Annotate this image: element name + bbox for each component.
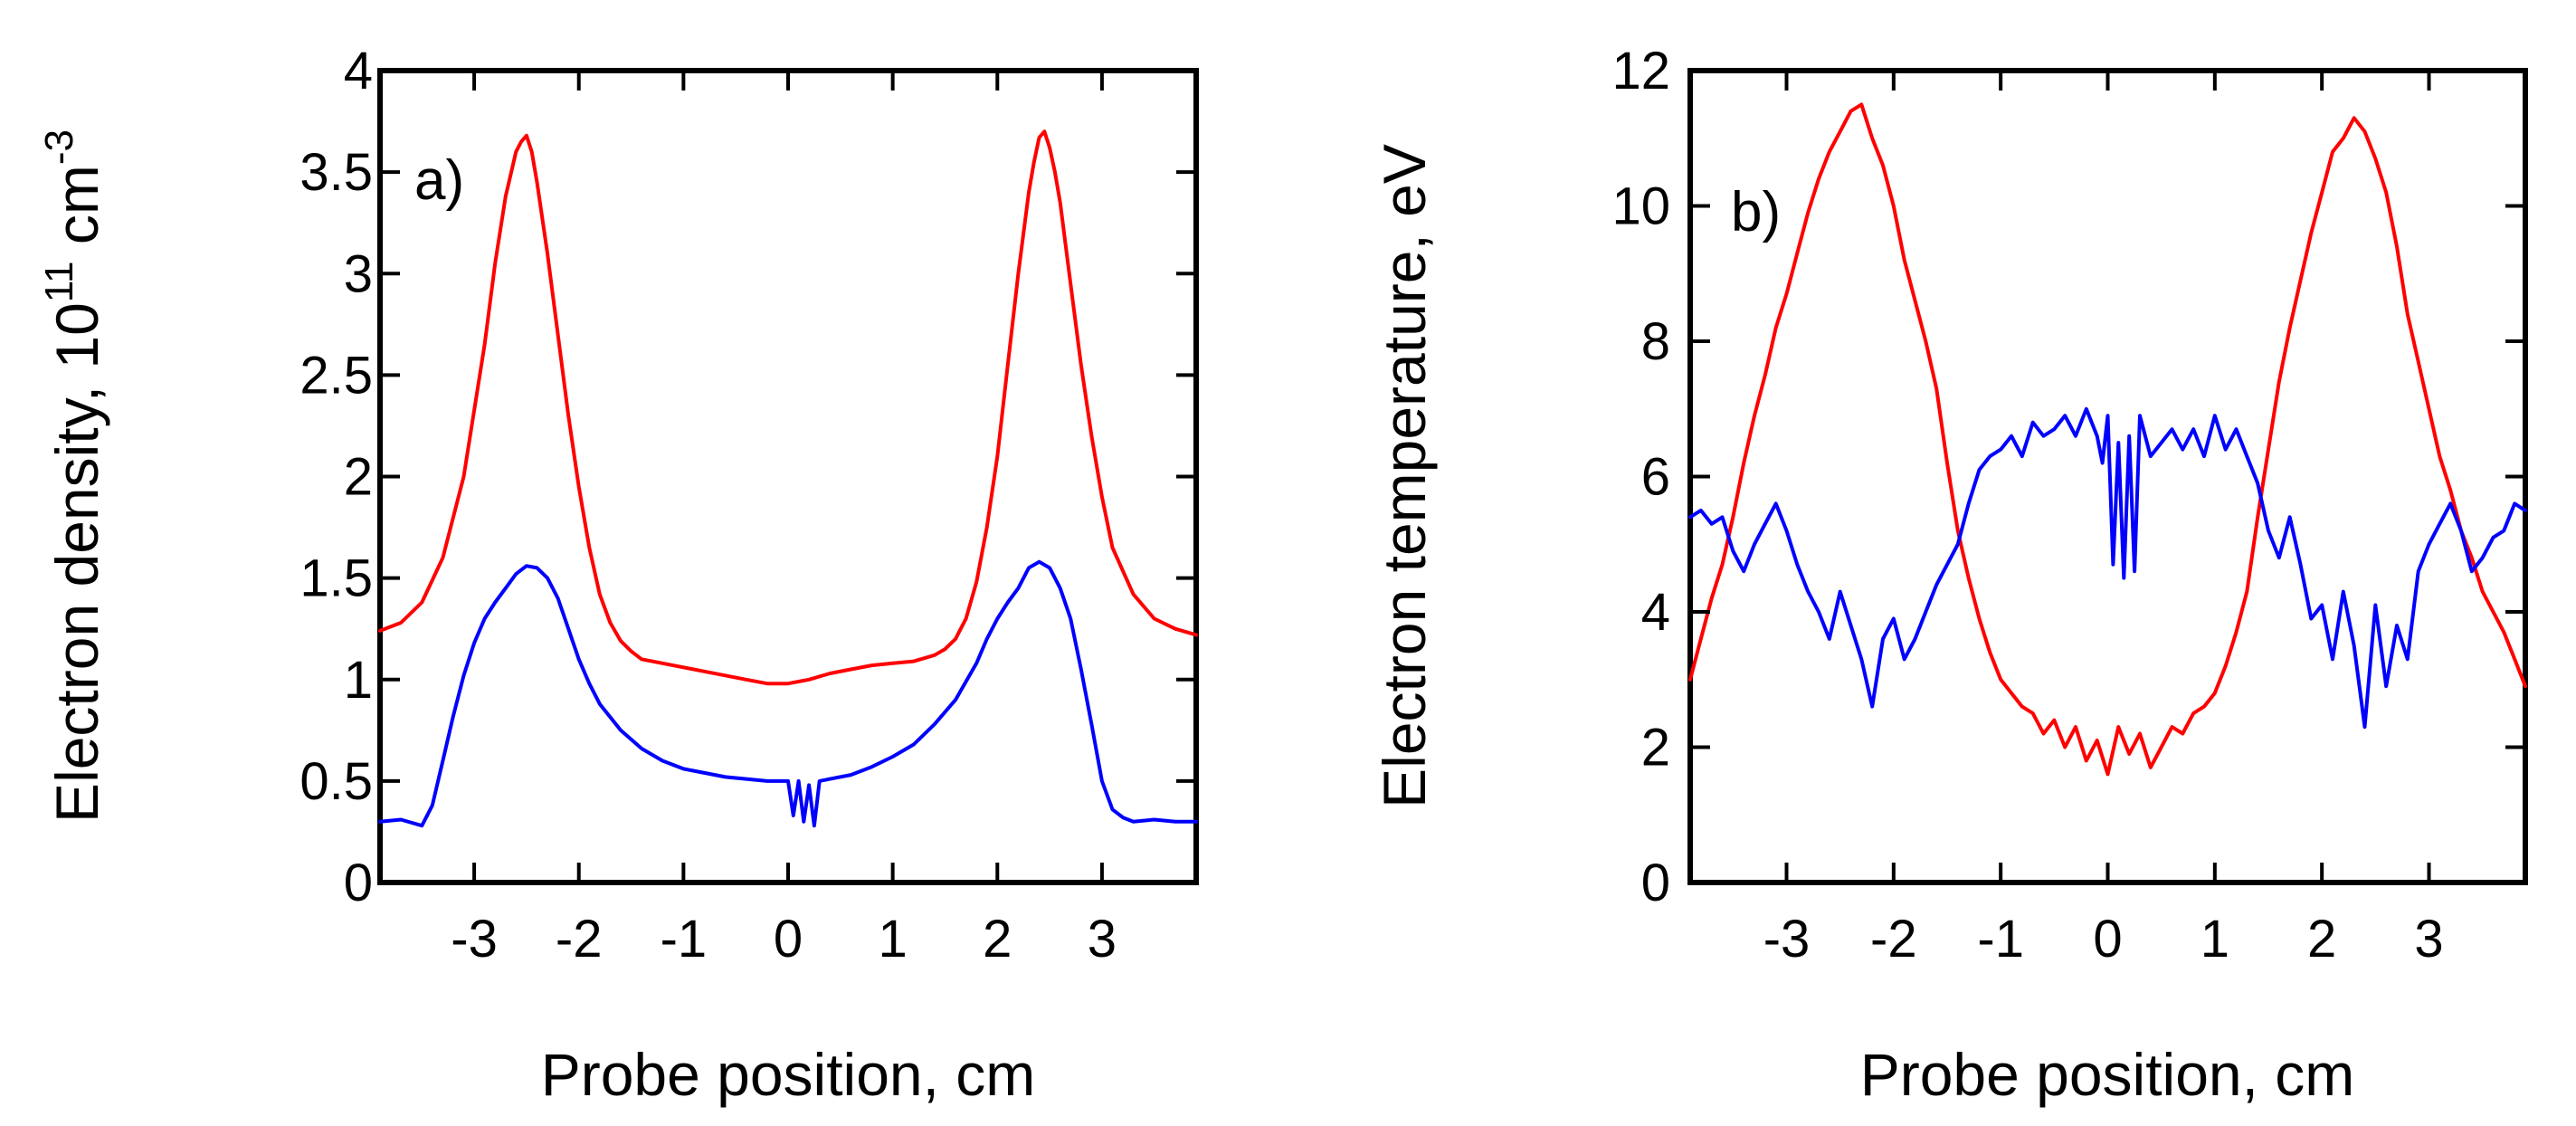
panel-b-y-tick-label: 4 bbox=[1641, 583, 1670, 642]
panel-a-y-tick-label: 0.5 bbox=[299, 752, 373, 811]
panel-b-x-tick-label: 2 bbox=[2307, 910, 2336, 969]
panel-a-ticks-group: -3 -2 -1 0 1 2 3 0 0.5 1 1.5 2 2.5 3 3.5 4 bbox=[299, 42, 1196, 969]
panel-a-y-tick-label: 2.5 bbox=[299, 346, 373, 405]
panel-a-series-blue-line bbox=[378, 559, 1198, 828]
panel-a-x-tick-label: -2 bbox=[556, 910, 603, 969]
panel-b-x-tick-label: -2 bbox=[1870, 910, 1917, 969]
panel-a-x-tick-label: -3 bbox=[451, 910, 498, 969]
panel-a-y-axis-title-prefix: Electron density, 10 bbox=[43, 302, 110, 823]
panel-a-y-tick-label: 0 bbox=[344, 854, 373, 912]
panel-a-x-axis-title: Probe position, cm bbox=[541, 1041, 1036, 1108]
panel-a-y-axis-title-unit: cm bbox=[43, 165, 110, 261]
panel-b-x-tick-label: -1 bbox=[1977, 910, 2024, 969]
panel-a-x-tick-label: 3 bbox=[1088, 910, 1117, 969]
panel-b-series-blue-line bbox=[1688, 406, 2527, 730]
panel-a-series-red-line bbox=[378, 129, 1198, 686]
panel-b-y-axis-title: Electron temperature, eV bbox=[1371, 144, 1438, 808]
panel-a-y-tick-label: 3 bbox=[344, 244, 373, 303]
panel-a-y-tick-label: 4 bbox=[344, 42, 373, 100]
panel-b-y-tick-label: 6 bbox=[1641, 448, 1670, 507]
panel-b-series-red-line bbox=[1688, 102, 2527, 777]
panel-b-x-tick-label: 3 bbox=[2414, 910, 2443, 969]
panel-b-y-tick-label: 8 bbox=[1641, 312, 1670, 371]
panel-a-y-tick-label: 1.5 bbox=[299, 549, 373, 608]
panel-a-x-tick-label: -1 bbox=[661, 910, 708, 969]
panel-a-x-tick-label: 1 bbox=[879, 910, 908, 969]
panel-b-y-tick-label: 10 bbox=[1611, 177, 1670, 236]
panel-b-y-tick-label: 12 bbox=[1611, 42, 1670, 100]
panel-a-electron-density: -3 -2 -1 0 1 2 3 0 0.5 1 1.5 2 2.5 3 3.5 4 a) Probe pos… bbox=[37, 42, 1199, 1108]
panel-a-y-axis-title-exponent-minus3: -3 bbox=[37, 129, 81, 165]
panel-b-series-group bbox=[1688, 102, 2527, 777]
panel-a-series-group bbox=[378, 129, 1198, 828]
panel-a-y-tick-label: 3.5 bbox=[299, 143, 373, 202]
panel-b-y-tick-label: 2 bbox=[1641, 719, 1670, 778]
panel-a-y-axis-title-exponent-11: 11 bbox=[37, 262, 81, 303]
panel-a-y-tick-label: 1 bbox=[344, 651, 373, 710]
panel-b-x-tick-label: 0 bbox=[2093, 910, 2122, 969]
panel-a-x-tick-label: 2 bbox=[983, 910, 1012, 969]
panel-a-y-tick-label: 2 bbox=[344, 448, 373, 507]
panel-b-x-tick-label: 1 bbox=[2201, 910, 2229, 969]
panel-a-x-tick-label: 0 bbox=[774, 910, 803, 969]
panel-b-x-axis-title: Probe position, cm bbox=[1860, 1041, 2355, 1108]
panel-a-label: a) bbox=[414, 149, 464, 212]
panel-b-label: b) bbox=[1731, 181, 1781, 243]
panel-a-y-axis-title: Electron density, 1011 cm-3 bbox=[37, 129, 110, 823]
panel-b-x-tick-label: -3 bbox=[1763, 910, 1811, 969]
panel-b-y-tick-label: 0 bbox=[1641, 854, 1670, 912]
